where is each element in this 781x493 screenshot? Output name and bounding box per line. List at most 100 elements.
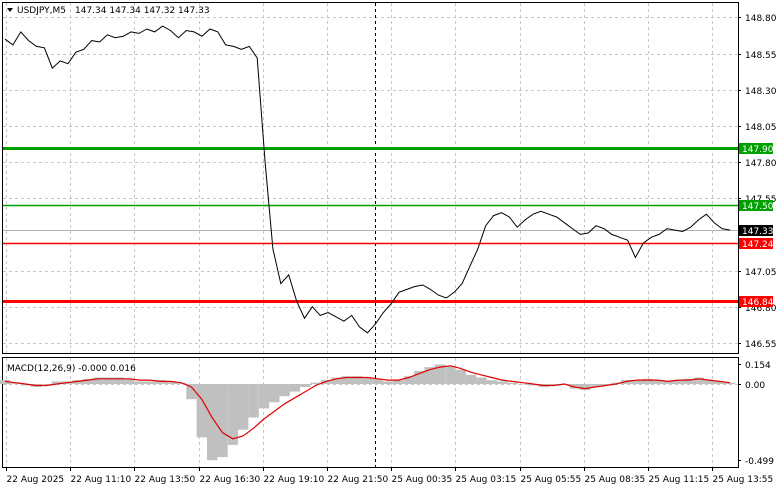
macd-histogram-bar: [424, 367, 435, 384]
macd-histogram-bar: [113, 377, 125, 384]
macd-histogram-bar: [186, 384, 197, 400]
level-label-box: [739, 238, 773, 249]
price-tick-label: 147.80: [745, 159, 777, 169]
macd-histogram-bar: [579, 384, 591, 391]
price-tick-label: 146.80: [745, 304, 777, 314]
macd-axis: 0.154 0.00 -0.499: [738, 361, 774, 467]
time-tick-label: 25 Aug 11:15: [649, 475, 710, 485]
macd-histogram-bar: [289, 384, 301, 392]
price-series-line: [4, 25, 731, 334]
macd-histogram-bar: [642, 378, 653, 384]
level-label-box: [739, 296, 773, 307]
macd-histogram-bar: [352, 376, 363, 384]
time-tick-label: 25 Aug 00:35: [392, 475, 453, 485]
level-label-box: [739, 200, 773, 211]
macd-histogram-bar: [20, 384, 31, 386]
macd-histogram-bar: [673, 380, 684, 384]
macd-histogram-bar: [497, 381, 508, 384]
price-tick-label: 147.05: [745, 268, 777, 278]
macd-histogram-bar: [82, 378, 94, 384]
macd-histogram-bar: [548, 384, 560, 386]
macd-histogram-bar: [258, 384, 270, 409]
macd-histogram-bar: [227, 384, 239, 445]
chart-header: USDJPY,M5 147.34 147.34 147.32 147.33: [7, 6, 210, 16]
macd-histogram-bar: [248, 384, 259, 418]
macd-histogram-bar: [72, 380, 83, 384]
macd-histogram-bar: [51, 381, 62, 384]
macd-histogram-bar: [600, 384, 611, 386]
macd-histogram-bar: [196, 384, 207, 438]
symbol-label: USDJPY,M5: [17, 6, 66, 16]
macd-histogram-bar: [465, 374, 477, 384]
macd-histogram-bar: [300, 384, 311, 387]
macd-histogram-bar: [0, 380, 11, 384]
macd-histogram-bar: [714, 381, 725, 384]
level-label: 147.90: [742, 145, 774, 155]
macd-histogram-bar: [238, 384, 249, 430]
price-tick-label: 148.80: [745, 14, 777, 24]
macd-histogram-bar: [93, 377, 104, 384]
macd-indicator-label: MACD(12,26,9) -0.000 0.016: [7, 364, 136, 374]
macd-histogram-bar: [269, 384, 280, 403]
level-label-box: [739, 143, 773, 154]
macd-histogram-bar: [662, 381, 674, 384]
macd-histogram-bar: [320, 380, 332, 384]
time-tick-label: 25 Aug 13:55: [713, 475, 774, 485]
time-tick-label: 22 Aug 21:50: [328, 475, 389, 485]
current-price-label-group: 147.33: [739, 225, 774, 237]
chevron-down-icon[interactable]: [7, 8, 13, 12]
macd-histogram-bar: [434, 364, 446, 384]
macd-histogram-bar: [403, 376, 415, 384]
macd-histogram-bar: [383, 381, 394, 384]
price-tick-label: 146.55: [745, 340, 777, 350]
macd-histogram-bar: [134, 381, 145, 384]
macd-tick-label: 0.154: [745, 361, 771, 371]
macd-histogram-bar: [724, 382, 736, 384]
macd-signal-line: [4, 365, 731, 440]
macd-histogram-bar: [704, 380, 715, 384]
macd-histogram-bar: [331, 377, 342, 384]
time-tick-label: 22 Aug 13:50: [135, 475, 196, 485]
macd-histogram-bar: [372, 378, 384, 384]
macd-histogram-bar: [207, 384, 218, 461]
time-tick-label: 22 Aug 11:10: [71, 475, 132, 485]
price-pane-frame: [2, 2, 739, 354]
macd-histogram-bar: [155, 380, 166, 384]
macd-histogram-bar: [279, 384, 290, 397]
macd-histogram-bar: [476, 377, 487, 384]
time-tick-label: 25 Aug 08:35: [585, 475, 646, 485]
macd-histogram-bar: [414, 371, 425, 384]
macd-histogram-bar: [621, 380, 632, 384]
macd-histogram-bar: [683, 378, 694, 384]
price-tick-label: 148.05: [745, 123, 777, 133]
macd-histogram-bar: [217, 384, 228, 458]
macd-histogram-bar: [517, 384, 529, 385]
ohlc-label: 147.34 147.34 147.32 147.33: [75, 6, 210, 16]
macd-histogram-bar: [341, 376, 352, 384]
macd-histogram-bar: [144, 381, 156, 384]
macd-histogram-bar: [569, 384, 580, 389]
current-price-label-box: [739, 225, 773, 236]
macd-pane-frame: [2, 357, 739, 468]
time-tick-label: 22 Aug 16:30: [200, 475, 261, 485]
macd-histogram: [0, 364, 736, 461]
macd-histogram-bar: [507, 382, 518, 384]
macd-histogram-bar: [362, 377, 373, 384]
macd-histogram-bar: [393, 380, 404, 384]
level-labels: 147.90 147.50 147.24 146.84: [739, 143, 774, 308]
current-price-label: 147.33: [742, 227, 774, 237]
macd-histogram-bar: [124, 378, 135, 384]
macd-histogram-bar: [693, 377, 705, 384]
level-lines: [3, 147, 738, 303]
macd-histogram-bar: [528, 384, 539, 386]
time-tick-label: 22 Aug 19:10: [264, 475, 325, 485]
macd-histogram-bar: [10, 382, 21, 384]
macd-histogram-bar: [455, 369, 466, 384]
level-label: 147.24: [742, 240, 774, 250]
time-tick-label: 25 Aug 03:15: [456, 475, 517, 485]
time-tick-label: 25 Aug 05:55: [521, 475, 582, 485]
macd-histogram-bar: [103, 377, 114, 384]
price-tick-label: 148.30: [745, 87, 777, 97]
